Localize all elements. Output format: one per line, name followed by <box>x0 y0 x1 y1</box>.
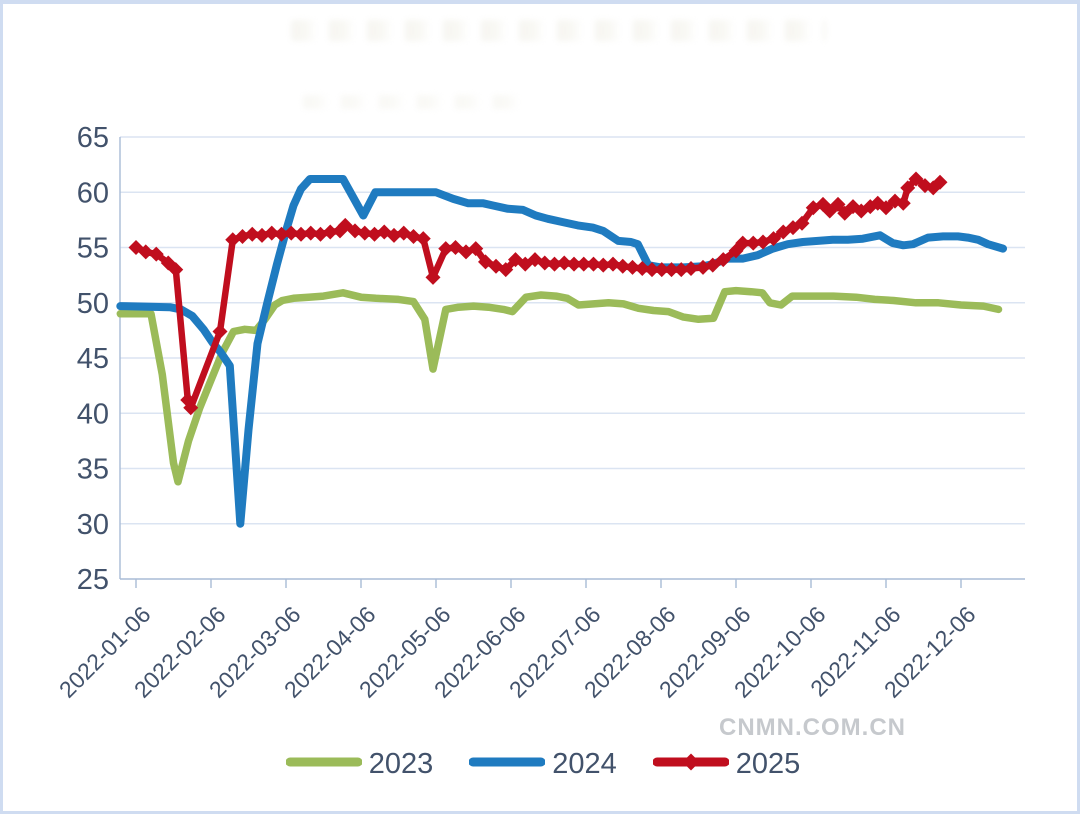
diamond-marker <box>900 180 916 196</box>
diamond-marker <box>168 262 184 278</box>
diamond-marker <box>212 323 228 339</box>
diamond-marker <box>556 255 572 271</box>
series-2023-line <box>116 286 1003 486</box>
legend-item-2025: 2025 <box>652 748 801 780</box>
diamond-marker <box>830 196 846 212</box>
diamond-marker <box>425 269 441 285</box>
diamond-marker <box>254 227 270 243</box>
diamond-marker <box>634 260 650 276</box>
series-2024-line <box>116 175 1007 528</box>
y-tick-label-40: 40 <box>77 398 109 430</box>
diamond-marker <box>406 228 421 244</box>
diamond-marker <box>566 256 582 272</box>
diamond-marker <box>357 225 373 241</box>
diamond-marker <box>148 246 164 262</box>
diamond-marker <box>908 171 924 187</box>
diamond-marker <box>547 256 562 272</box>
legend-item-2024: 2024 <box>468 748 617 780</box>
diamond-marker <box>293 226 309 242</box>
diamond-marker <box>895 195 911 211</box>
legend-label-2024: 2024 <box>552 748 617 780</box>
diamond-marker <box>138 244 154 260</box>
legend-label-2023: 2023 <box>368 748 434 780</box>
legend-swatch-2024 <box>468 753 546 776</box>
diamond-marker <box>438 241 454 257</box>
diamond-marker <box>605 256 621 272</box>
diamond-marker <box>625 259 640 275</box>
y-tick-label-25: 25 <box>77 564 109 596</box>
diamond-marker <box>347 223 363 239</box>
y-tick-label-45: 45 <box>77 343 109 375</box>
diamond-marker <box>683 260 699 276</box>
diamond-marker <box>664 262 679 278</box>
diamond-marker <box>878 200 894 216</box>
y-tick-label-55: 55 <box>77 233 109 265</box>
diamond-marker <box>695 259 711 275</box>
y-tick-label-65: 65 <box>77 122 109 154</box>
diamond-marker <box>235 228 250 244</box>
diamond-marker <box>537 255 553 271</box>
diamond-marker <box>766 231 781 247</box>
diamond-marker <box>313 226 328 242</box>
legend-swatch-2025 <box>652 753 730 776</box>
diamond-marker <box>745 235 761 251</box>
y-tick-label-50: 50 <box>77 288 109 320</box>
diamond-marker <box>322 224 338 240</box>
y-tick-label-30: 30 <box>77 509 109 541</box>
faded-title-line-2 <box>303 95 528 109</box>
diamond-marker <box>595 257 611 273</box>
y-tick-label-60: 60 <box>77 177 109 209</box>
diamond-marker <box>468 241 484 257</box>
line-chart-canvas: 2530354045505560652022-01-062022-02-0620… <box>54 122 1025 703</box>
diamond-marker <box>498 262 514 278</box>
diamond-marker <box>735 235 751 251</box>
diamond-marker <box>264 225 280 241</box>
diamond-marker <box>576 256 592 272</box>
diamond-marker <box>586 256 601 272</box>
diamond-marker <box>705 257 721 273</box>
diamond-marker <box>644 262 660 278</box>
diamond-marker <box>415 231 431 247</box>
diamond-marker <box>673 262 689 278</box>
diamond-marker <box>794 215 810 231</box>
series-2025-markers <box>128 171 948 416</box>
y-tick-label-35: 35 <box>77 454 109 486</box>
faded-title-line-1 <box>291 20 826 41</box>
diamond-marker <box>283 225 299 241</box>
legend-swatch-2023 <box>285 753 363 776</box>
legend-line-sample <box>652 753 730 771</box>
diamond-marker <box>615 258 631 274</box>
legend: 2023 2024 2025 <box>3 748 1077 780</box>
diamond-marker <box>654 262 670 278</box>
legend-label-2025: 2025 <box>735 748 801 780</box>
diamond-marker <box>337 217 353 233</box>
diamond-marker <box>715 252 731 268</box>
diamond-marker <box>183 400 199 416</box>
legend-line-sample <box>468 757 546 767</box>
diamond-marker <box>244 226 260 242</box>
legend-item-2023: 2023 <box>285 748 434 780</box>
diamond-marker <box>274 226 289 242</box>
watermark: CNMN.COM.CN <box>719 714 906 741</box>
diamond-marker <box>932 174 948 190</box>
diamond-marker <box>367 226 382 242</box>
legend-line-sample <box>285 757 363 767</box>
diamond-marker <box>303 225 319 241</box>
diamond-marker <box>386 227 402 243</box>
